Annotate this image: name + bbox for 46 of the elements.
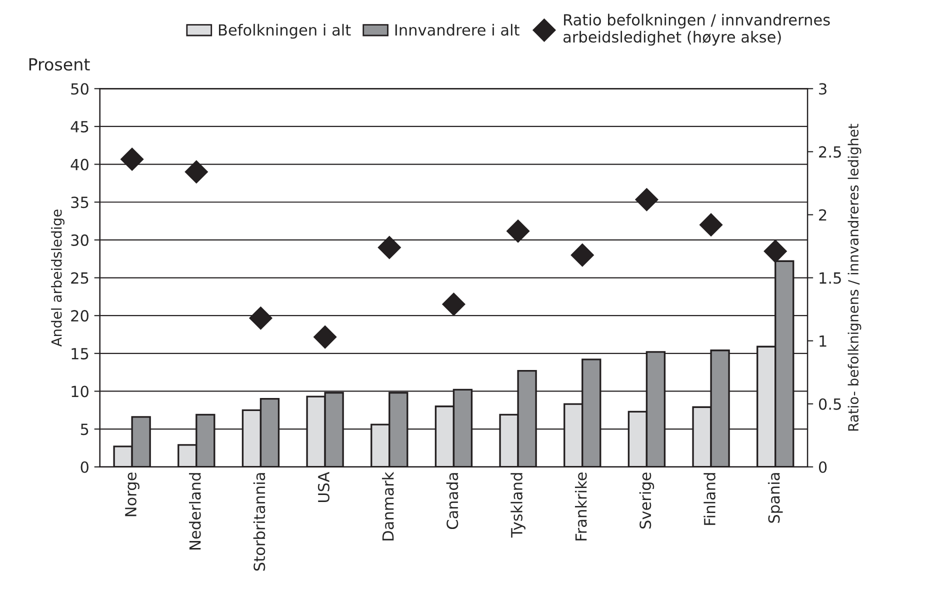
text: Prosent (29, 58, 90, 71)
legend-label: Innvandrere i alt (395, 24, 520, 36)
y2-tick-label: 2.5 (819, 146, 841, 158)
x-tick-label: Finland (704, 473, 716, 525)
y2-tick-label: 2 (819, 209, 826, 221)
y2-tick-label: 0 (818, 461, 827, 473)
point (635, 188, 658, 212)
point (570, 244, 594, 267)
y-tick-label: 10 (72, 386, 88, 398)
y-tick-label: 30 (71, 234, 88, 246)
point (700, 213, 723, 236)
point (184, 160, 208, 184)
point (120, 148, 144, 171)
y2-tick-label: 1.5 (820, 272, 841, 284)
point (378, 236, 401, 260)
point (442, 292, 466, 316)
y2-tick-label: 3 (819, 83, 826, 95)
x-tick-label: Tyskland (510, 473, 526, 538)
point (764, 240, 787, 263)
x-tick-label: Danmark (382, 472, 394, 540)
y-tick-label: 5 (80, 424, 88, 436)
x-tick-label: USA (318, 472, 330, 502)
x-tick-label: Spania (768, 473, 783, 523)
y-tick-label: 25 (71, 272, 88, 284)
legend-label: Befolkningen i alt (218, 24, 351, 39)
y2-tick-label: 0.5 (818, 398, 841, 410)
x-tick-label: Frankrike (574, 472, 587, 540)
y2-axis-title: Ratio- befolknignens / innvandreres ledighet (848, 124, 862, 431)
y-tick-label: 35 (71, 196, 88, 208)
y-tick-label: 40 (70, 158, 88, 170)
x-tick-label: Storbritannia (253, 473, 266, 571)
point (249, 306, 272, 330)
x-tick-label: Nederland (189, 473, 201, 550)
y-tick-label: 50 (71, 83, 88, 95)
x-tick-label: Norge (125, 472, 140, 516)
y-tick-label: 45 (70, 121, 88, 132)
point (506, 220, 530, 243)
y-tick-label: 20 (71, 310, 88, 322)
y-tick-label: 15 (72, 348, 88, 360)
y2-tick-label: 1 (820, 335, 826, 347)
y-tick-label: 0 (80, 461, 88, 473)
y-axis-title: Andel arbeidsledige (51, 210, 64, 347)
x-tick-label: Sverige (639, 472, 654, 529)
point (314, 326, 337, 349)
x-tick-label: Canada (446, 473, 458, 530)
legend-label: Ratio befolkningen / innvandrernes arbeidsledighet (høyre akse) (563, 14, 830, 46)
